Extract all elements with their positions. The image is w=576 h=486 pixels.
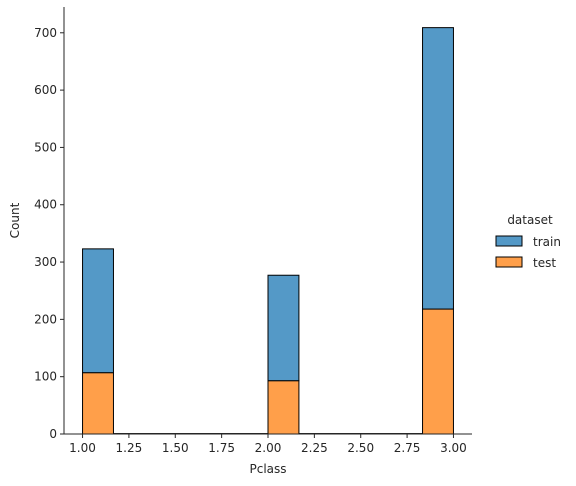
y-tick-label: 300 — [34, 255, 57, 269]
y-tick-label: 0 — [49, 427, 57, 441]
bar-test-3 — [422, 308, 454, 435]
x-tick-label: 1.00 — [69, 441, 96, 455]
legend-title: dataset — [507, 213, 553, 227]
x-tick-label: 1.75 — [208, 441, 235, 455]
legend-label-train: train — [533, 235, 561, 249]
x-tick-label: 2.25 — [301, 441, 328, 455]
y-tick-label: 400 — [34, 198, 57, 212]
bar-test-2 — [267, 380, 300, 435]
bars-group — [82, 27, 454, 435]
x-axis-label: Pclass — [249, 462, 286, 476]
x-tick-label: 1.25 — [116, 441, 143, 455]
bar-test-1 — [82, 372, 114, 435]
x-tick-label: 3.00 — [440, 441, 467, 455]
x-tick-label: 2.00 — [255, 441, 282, 455]
x-tick-label: 1.50 — [162, 441, 189, 455]
bar-train-2 — [267, 274, 300, 382]
y-tick-label: 500 — [34, 140, 57, 154]
legend-swatch-test — [495, 256, 523, 268]
y-ticks-group: 0 100 200 300 400 500 600 700 — [34, 26, 64, 441]
x-tick-label: 2.75 — [394, 441, 421, 455]
bar-train-3 — [422, 27, 454, 310]
y-axis-label: Count — [8, 202, 22, 238]
bar-train-1 — [82, 248, 114, 374]
y-tick-label: 200 — [34, 312, 57, 326]
legend-label-test: test — [533, 256, 556, 270]
x-ticks-group: 1.00 1.25 1.50 1.75 2.00 2.25 2.50 2.75 3.00 — [69, 434, 467, 455]
y-tick-label: 700 — [34, 26, 57, 40]
legend-swatch-train — [495, 235, 523, 247]
y-tick-label: 100 — [34, 370, 57, 384]
y-tick-label: 600 — [34, 83, 57, 97]
legend: dataset train test — [495, 213, 561, 270]
x-tick-label: 2.50 — [347, 441, 374, 455]
